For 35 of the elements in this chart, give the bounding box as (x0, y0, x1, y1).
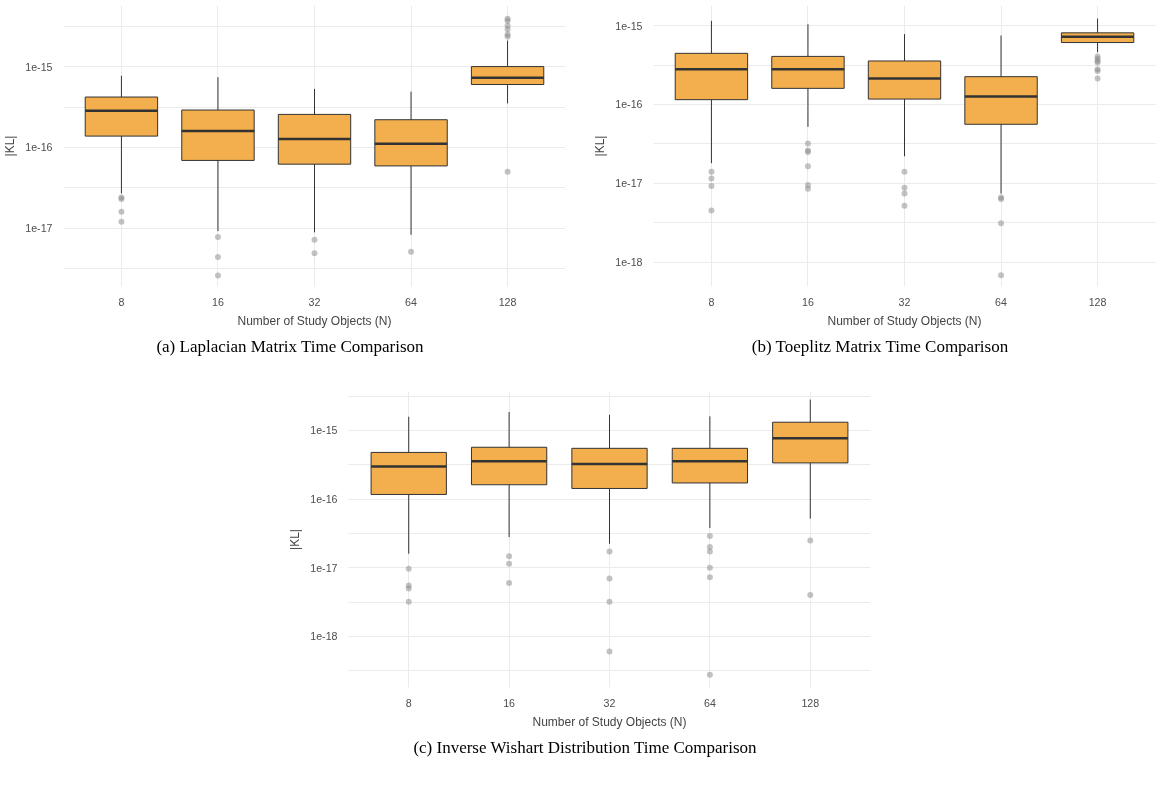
y-axis-title: |KL| (3, 135, 18, 157)
x-tick-label: 64 (703, 696, 716, 709)
y-tick-label: 1e-16 (25, 141, 53, 154)
text: (a) Laplacian Matrix Time Comparison (156, 336, 424, 358)
x-tick-label: 16 (802, 295, 814, 308)
y-tick-label: 1e-17 (310, 561, 338, 574)
y-tick-label: 1e-18 (615, 256, 643, 269)
x-tick-label: 64 (995, 295, 1008, 308)
x-tick-label: 8 (405, 696, 412, 709)
x-tick-label: 128 (1088, 295, 1107, 308)
y-axis-title: |KL| (593, 135, 608, 157)
x-tick-label: 32 (308, 295, 321, 308)
text: (b) Toeplitz Matrix Time Comparison (751, 336, 1009, 358)
x-tick-label: 8 (118, 295, 125, 308)
x-tick-label: 32 (603, 696, 616, 709)
x-tick-label: 8 (708, 295, 715, 308)
x-tick-label: 128 (498, 295, 517, 308)
y-tick-label: 1e-15 (310, 424, 338, 437)
y-tick-label: 1e-18 (310, 630, 338, 643)
y-tick-label: 1e-16 (615, 98, 643, 111)
x-axis-title: Number of Study Objects (N) (237, 313, 392, 328)
x-tick-label: 32 (898, 295, 911, 308)
x-axis-title: Number of Study Objects (N) (532, 714, 687, 729)
text: (c) Inverse Wishart Distribution Time Comparison (413, 737, 757, 759)
x-axis-title: Number of Study Objects (N) (827, 313, 982, 328)
x-tick-label: 16 (503, 696, 516, 709)
y-tick-label: 1e-15 (615, 19, 643, 32)
x-tick-label: 128 (801, 696, 820, 709)
y-tick-label: 1e-16 (310, 493, 338, 506)
y-tick-label: 1e-17 (25, 222, 53, 235)
y-tick-label: 1e-15 (25, 60, 53, 73)
y-axis-title: |KL| (288, 529, 303, 550)
x-tick-label: 64 (405, 295, 418, 308)
x-tick-label: 16 (212, 295, 224, 308)
y-tick-label: 1e-17 (615, 177, 643, 190)
